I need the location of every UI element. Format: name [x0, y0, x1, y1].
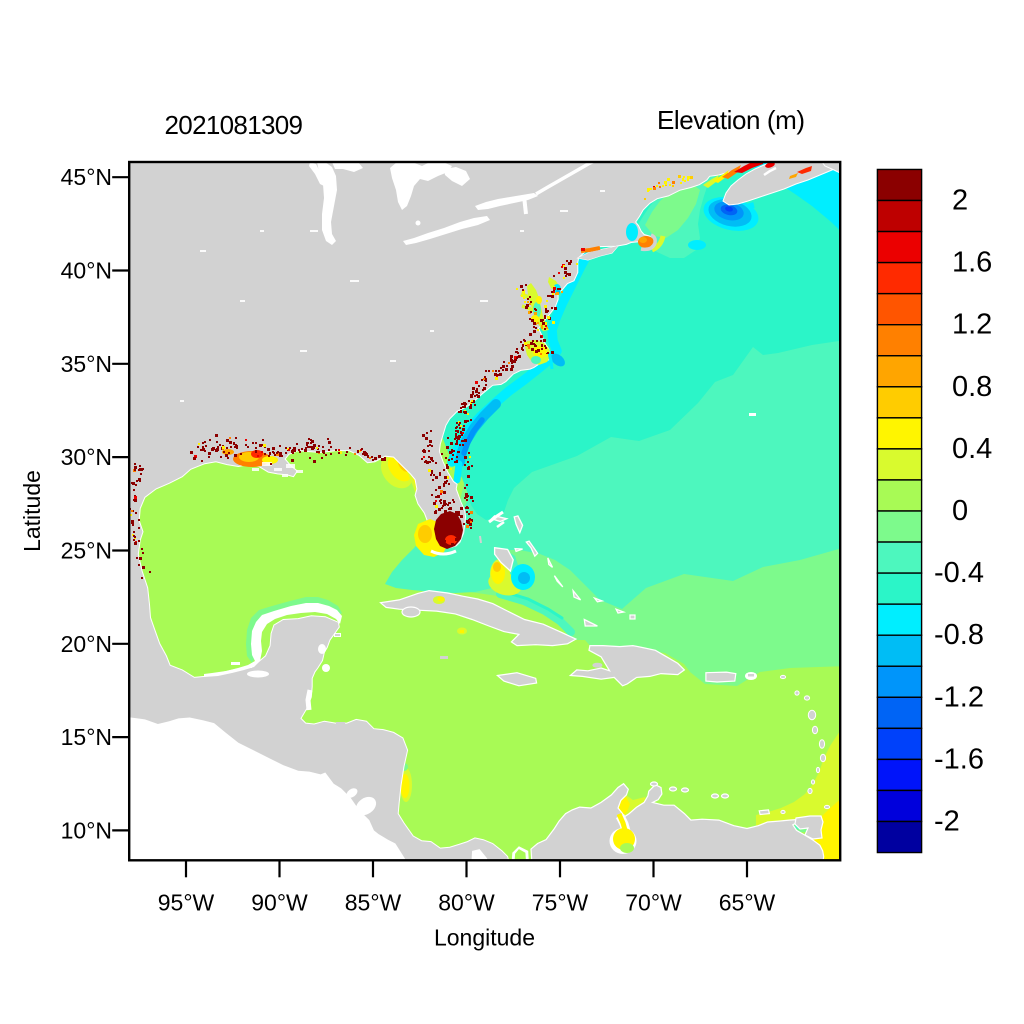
svg-text:1.2: 1.2	[952, 309, 992, 341]
svg-text:2021081309: 2021081309	[165, 110, 304, 140]
svg-text:1.6: 1.6	[952, 247, 992, 279]
svg-text:40°N: 40°N	[61, 258, 112, 284]
svg-text:2: 2	[952, 185, 968, 217]
svg-text:70°W: 70°W	[625, 890, 682, 916]
svg-text:Longitude: Longitude	[434, 925, 535, 951]
svg-text:85°W: 85°W	[345, 890, 402, 916]
svg-text:-1.6: -1.6	[934, 743, 984, 775]
svg-text:75°W: 75°W	[532, 890, 589, 916]
svg-text:0: 0	[952, 495, 968, 527]
svg-text:35°N: 35°N	[61, 351, 112, 377]
svg-text:-2: -2	[934, 806, 960, 838]
svg-text:15°N: 15°N	[61, 724, 112, 750]
svg-text:80°W: 80°W	[438, 890, 495, 916]
svg-text:-0.4: -0.4	[934, 557, 984, 589]
svg-text:65°W: 65°W	[719, 890, 776, 916]
svg-text:-0.8: -0.8	[934, 619, 984, 651]
svg-text:10°N: 10°N	[61, 817, 112, 843]
svg-text:0.8: 0.8	[952, 371, 992, 403]
svg-text:30°N: 30°N	[61, 444, 112, 470]
svg-text:90°W: 90°W	[251, 890, 308, 916]
svg-text:95°W: 95°W	[158, 890, 215, 916]
svg-text:-1.2: -1.2	[934, 681, 984, 713]
svg-text:20°N: 20°N	[61, 631, 112, 657]
svg-text:Elevation (m): Elevation (m)	[657, 105, 805, 135]
svg-text:0.4: 0.4	[952, 433, 992, 465]
svg-text:25°N: 25°N	[61, 538, 112, 564]
svg-text:45°N: 45°N	[61, 164, 112, 190]
svg-text:Latitude: Latitude	[19, 470, 45, 552]
